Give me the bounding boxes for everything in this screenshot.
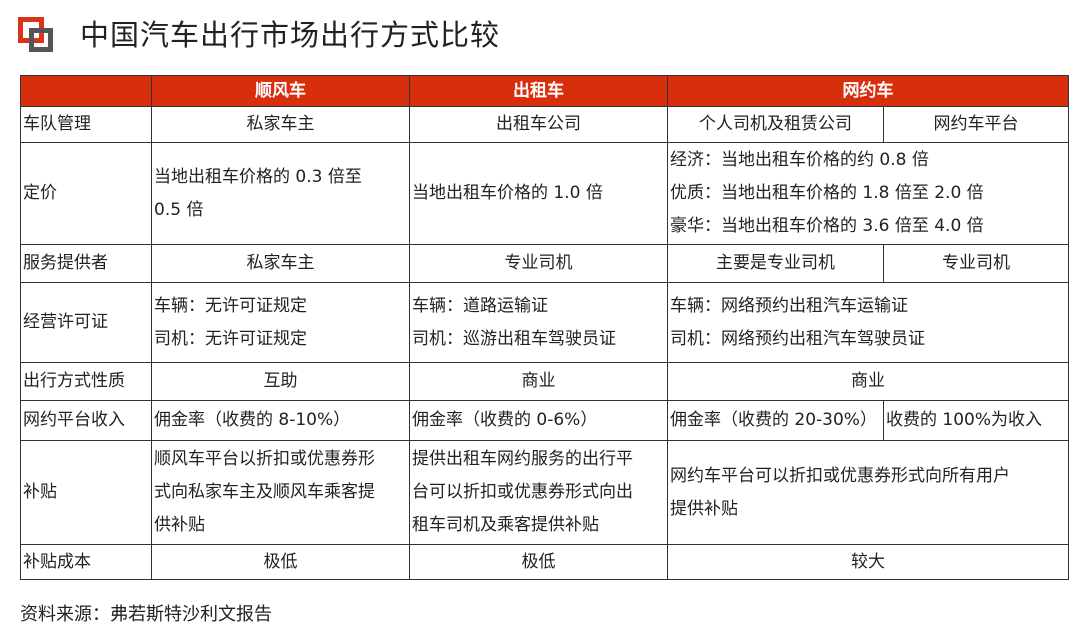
cell: 商业 bbox=[667, 362, 1069, 401]
cell: 个人司机及租赁公司 bbox=[667, 106, 884, 143]
source-note: 资料来源：弗若斯特沙利文报告 bbox=[20, 604, 272, 625]
row-label: 网约平台收入 bbox=[20, 400, 152, 441]
cell-line: 司机：网络预约出租汽车驾驶员证 bbox=[670, 328, 925, 349]
cell: 网约车平台 bbox=[883, 106, 1069, 143]
row-label: 定价 bbox=[20, 142, 152, 245]
cell-line: 式向私家车主及顺风车乘客提 bbox=[154, 482, 375, 502]
row-label: 补贴成本 bbox=[20, 544, 152, 580]
cell: 当地出租车价格的 0.3 倍至 0.5 倍 bbox=[151, 142, 410, 245]
cell: 较大 bbox=[667, 544, 1069, 580]
cell-line: 顺风车平台以折扣或优惠券形 bbox=[154, 449, 375, 469]
cell-line: 司机：巡游出租车驾驶员证 bbox=[412, 328, 616, 349]
cell: 佣金率（收费的 20-30%） bbox=[667, 400, 884, 441]
cell: 私家车主 bbox=[151, 106, 410, 143]
table-row: 经营许可证 车辆：无许可证规定 司机：无许可证规定 车辆：道路运输证司机：巡游出租… bbox=[20, 282, 1069, 363]
cell: 当地出租车价格的 1.0 倍 bbox=[409, 142, 668, 245]
header-cell: 出租车 bbox=[409, 75, 668, 107]
cell-line: 提供出租车网约服务的出行平 bbox=[412, 449, 633, 469]
cell-line: 当地出租车价格的 0.3 倍至 bbox=[154, 166, 362, 187]
cell: 网约车平台可以折扣或优惠券形式向所有用户 提供补贴 bbox=[667, 440, 1069, 545]
table-row: 服务提供者 私家车主 专业司机 主要是专业司机 专业司机 bbox=[20, 244, 1069, 283]
table-row: 补贴 顺风车平台以折扣或优惠券形 式向私家车主及顺风车乘客提 供补贴 提供出租车网约… bbox=[20, 440, 1069, 545]
cell-line: 优质：当地出租车价格的 1.8 倍至 2.0 倍 bbox=[670, 183, 984, 203]
cell: 专业司机 bbox=[883, 244, 1069, 283]
cell-line: 车辆：道路运输证 bbox=[412, 295, 548, 316]
cell: 佣金率（收费的 8-10%） bbox=[151, 400, 410, 441]
row-label: 出行方式性质 bbox=[20, 362, 152, 401]
cell-line: 提供补贴 bbox=[670, 498, 738, 519]
cell-line: 车辆：无许可证规定 bbox=[154, 295, 307, 316]
cell: 顺风车平台以折扣或优惠券形 式向私家车主及顺风车乘客提 供补贴 bbox=[151, 440, 410, 545]
header-cell: 顺风车 bbox=[151, 75, 410, 107]
cell: 经济：当地出租车价格的约 0.8 倍优质：当地出租车价格的 1.8 倍至 2.0… bbox=[667, 142, 1069, 245]
cell-line: 网约车平台可以折扣或优惠券形式向所有用户 bbox=[670, 465, 1010, 486]
cell: 提供出租车网约服务的出行平 台可以折扣或优惠券形式向出 租车司机及乘客提供补贴 bbox=[409, 440, 668, 545]
cell: 极低 bbox=[409, 544, 668, 580]
header-row: 顺风车 出租车 网约车 bbox=[20, 75, 1069, 107]
header-cell bbox=[20, 75, 152, 107]
cell-line: 供补贴 bbox=[154, 515, 205, 535]
cell-line: 司机：无许可证规定 bbox=[154, 328, 307, 349]
cell: 极低 bbox=[151, 544, 410, 580]
cell: 车辆：道路运输证司机：巡游出租车驾驶员证 bbox=[409, 282, 668, 363]
comparison-table: 顺风车 出租车 网约车 车队管理 私家车主 出租车公司 个人司机及租赁公司 网约… bbox=[20, 75, 1069, 580]
table-row: 出行方式性质 互助 商业 商业 bbox=[20, 362, 1069, 401]
cell-line: 0.5 倍 bbox=[154, 199, 204, 220]
row-label: 补贴 bbox=[20, 440, 152, 545]
table-row: 车队管理 私家车主 出租车公司 个人司机及租赁公司 网约车平台 bbox=[20, 106, 1069, 143]
cell-line: 台可以折扣或优惠券形式向出 bbox=[412, 482, 633, 502]
cell: 车辆：无许可证规定 司机：无许可证规定 bbox=[151, 282, 410, 363]
cell: 专业司机 bbox=[409, 244, 668, 283]
cell-line: 豪华：当地出租车价格的 3.6 倍至 4.0 倍 bbox=[670, 216, 984, 236]
row-label: 经营许可证 bbox=[20, 282, 152, 363]
table-row: 网约平台收入 佣金率（收费的 8-10%） 佣金率（收费的 0-6%） 佣金率（… bbox=[20, 400, 1069, 441]
cell: 私家车主 bbox=[151, 244, 410, 283]
cell: 互助 bbox=[151, 362, 410, 401]
header-cell: 网约车 bbox=[667, 75, 1069, 107]
cell-line: 经济：当地出租车价格的约 0.8 倍 bbox=[670, 150, 929, 170]
cell: 商业 bbox=[409, 362, 668, 401]
row-label: 服务提供者 bbox=[20, 244, 152, 283]
table-row: 定价 当地出租车价格的 0.3 倍至 0.5 倍 当地出租车价格的 1.0 倍 经… bbox=[20, 142, 1069, 245]
cell: 主要是专业司机 bbox=[667, 244, 884, 283]
cell-line: 车辆：网络预约出租汽车运输证 bbox=[670, 295, 908, 316]
cell: 出租车公司 bbox=[409, 106, 668, 143]
row-label: 车队管理 bbox=[20, 106, 152, 143]
table-row: 补贴成本 极低 极低 较大 bbox=[20, 544, 1069, 580]
page-title: 中国汽车出行市场出行方式比较 bbox=[80, 18, 501, 52]
logo-icon bbox=[18, 17, 53, 52]
cell: 车辆：网络预约出租汽车运输证 司机：网络预约出租汽车驾驶员证 bbox=[667, 282, 1069, 363]
cell: 收费的 100%为收入 bbox=[883, 400, 1069, 441]
cell-line: 租车司机及乘客提供补贴 bbox=[412, 515, 599, 535]
cell: 佣金率（收费的 0-6%） bbox=[409, 400, 668, 441]
